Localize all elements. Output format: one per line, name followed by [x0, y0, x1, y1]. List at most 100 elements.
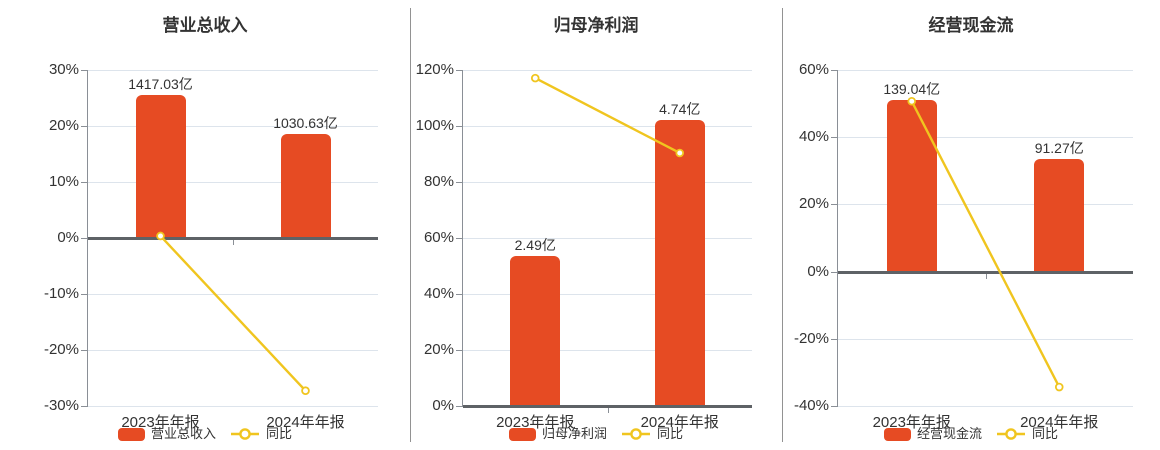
- gridline: [838, 137, 1133, 139]
- plot-area-cash-flow: 60% 40% 20% 0% -20% -40% 139.04亿 2023年年报 91.27亿 2…: [794, 62, 1133, 431]
- plot-area-net-profit: 120% 100% 80% 60% 40% 20% 0% 2.49亿 2023年年报 4.74亿 2…: [416, 62, 752, 431]
- line-series-marker-icon: [997, 428, 1025, 440]
- x-axis-tick: [233, 240, 234, 245]
- panel-divider: [410, 8, 411, 442]
- y-axis-tick-label: -40%: [793, 397, 829, 414]
- y-axis-tick: [831, 204, 838, 206]
- bar-value-label: 91.27亿: [1034, 140, 1084, 157]
- y-axis-tick-label: -20%: [793, 329, 829, 347]
- plot-area-revenue: 30% 20% 10% 0% -10% -20% -30% 1417.03亿 2023年年报 10…: [44, 62, 378, 431]
- yoy-trend-line: [910, 100, 1061, 388]
- bar-value-label: 139.04亿: [883, 81, 941, 98]
- gridline: [88, 182, 378, 183]
- trend-line-layer: [907, 96, 1064, 392]
- y-axis-tick: [831, 271, 838, 273]
- y-axis-tick-label: -10%: [43, 285, 79, 302]
- bar-2024年年报[interactable]: [654, 120, 705, 406]
- legend-net-profit: 归母净利润 同比: [410, 427, 782, 441]
- legend-item-bar-series[interactable]: 经营现金流: [883, 426, 982, 441]
- bar-2023年年报[interactable]: [135, 95, 186, 238]
- legend-revenue: 营业总收入 同比: [0, 427, 410, 441]
- y-axis-tick: [456, 350, 463, 351]
- legend-item-line-series[interactable]: 同比: [996, 427, 1058, 441]
- legend-bar-label: 归母净利润: [541, 426, 607, 441]
- y-axis-line: [837, 70, 838, 406]
- y-axis-tick: [81, 238, 88, 239]
- gridline: [838, 70, 1133, 71]
- legend-line-label: 同比: [266, 426, 293, 441]
- x-axis-label-2023年年报: 2023年年报: [872, 414, 951, 431]
- y-axis-tick: [831, 137, 838, 139]
- line-data-point-2024年年报[interactable]: [301, 386, 310, 396]
- chart-panel-revenue: 营业总收入 30% 20% 10% 0% -10% -20% -30% 1417.03亿 202…: [0, 0, 410, 450]
- x-axis-label-2023年年报: 2023年年报: [121, 414, 200, 431]
- line-data-point-2023年年报[interactable]: [907, 96, 917, 106]
- gridline: [838, 338, 1133, 340]
- legend-item-bar-series[interactable]: 归母净利润: [508, 426, 607, 441]
- y-axis-tick: [81, 406, 88, 407]
- y-axis-tick-label: 60%: [798, 61, 829, 78]
- y-axis-tick-label: 20%: [798, 195, 829, 213]
- y-axis-tick: [456, 126, 463, 127]
- y-axis-tick-label: 10%: [48, 173, 79, 190]
- y-axis-tick-label: 120%: [415, 61, 454, 78]
- line-data-point-2023年年报[interactable]: [156, 231, 165, 241]
- legend-bar-label: 营业总收入: [150, 426, 216, 441]
- y-axis-tick: [81, 126, 88, 127]
- y-axis-tick: [831, 338, 838, 340]
- gridline: [838, 406, 1133, 407]
- bar-series-swatch-icon: [117, 427, 145, 441]
- y-axis-tick-label: 80%: [423, 173, 454, 190]
- y-axis-tick-label: 40%: [798, 128, 829, 146]
- bar-value-label: 1030.63亿: [273, 115, 338, 132]
- y-axis-tick-label: 100%: [415, 117, 454, 134]
- y-axis-tick: [456, 406, 463, 407]
- bar-value-label: 1417.03亿: [128, 76, 193, 93]
- y-axis-tick: [456, 182, 463, 183]
- legend-bar-label: 经营现金流: [916, 426, 982, 441]
- y-axis-tick-label: -30%: [43, 397, 79, 414]
- x-axis-label-2023年年报: 2023年年报: [496, 414, 575, 431]
- zero-axis-line: [88, 237, 378, 240]
- y-axis-tick-label: 0%: [57, 229, 79, 246]
- y-axis-tick: [81, 294, 88, 295]
- y-axis-tick: [81, 182, 88, 183]
- bar-series-swatch-icon: [508, 427, 536, 441]
- x-axis-tick: [985, 273, 987, 279]
- bar-2023年年报[interactable]: [510, 255, 561, 406]
- x-axis-label-2024年年报: 2024年年报: [640, 414, 719, 431]
- y-axis-line: [87, 70, 88, 406]
- legend-item-line-series[interactable]: 同比: [230, 427, 292, 441]
- gridline: [88, 406, 378, 407]
- legend-line-label: 同比: [657, 426, 684, 441]
- line-data-point-2024年年报[interactable]: [1054, 382, 1064, 392]
- legend-line-label: 同比: [1032, 426, 1059, 441]
- bar-series-swatch-icon: [883, 427, 911, 441]
- line-data-point-2023年年报[interactable]: [530, 73, 540, 83]
- bar-2024年年报[interactable]: [280, 134, 331, 238]
- bar-2024年年报[interactable]: [1034, 159, 1085, 272]
- chart-title-revenue: 营业总收入: [162, 16, 248, 35]
- gridline: [463, 70, 752, 71]
- line-data-point-2024年年报[interactable]: [675, 148, 685, 158]
- bar-2023年年报[interactable]: [886, 100, 937, 272]
- panel-divider: [782, 8, 783, 442]
- trend-line-layer: [156, 231, 310, 396]
- y-axis-tick-label: 40%: [423, 285, 454, 302]
- legend-item-bar-series[interactable]: 营业总收入: [117, 426, 216, 441]
- gridline: [463, 350, 752, 351]
- bar-value-label: 4.74亿: [659, 101, 701, 118]
- legend-cash-flow: 经营现金流 同比: [782, 427, 1160, 441]
- gridline: [838, 204, 1133, 206]
- yoy-trend-line: [159, 235, 307, 392]
- yoy-trend-line: [534, 77, 681, 155]
- y-axis-tick: [456, 294, 463, 295]
- gridline: [463, 238, 752, 239]
- y-axis-tick-label: -20%: [43, 341, 79, 358]
- gridline: [88, 350, 378, 351]
- y-axis-tick: [831, 70, 838, 71]
- y-axis-line: [462, 70, 463, 406]
- chart-title-net-profit: 归母净利润: [553, 16, 639, 35]
- legend-item-line-series[interactable]: 同比: [621, 427, 683, 441]
